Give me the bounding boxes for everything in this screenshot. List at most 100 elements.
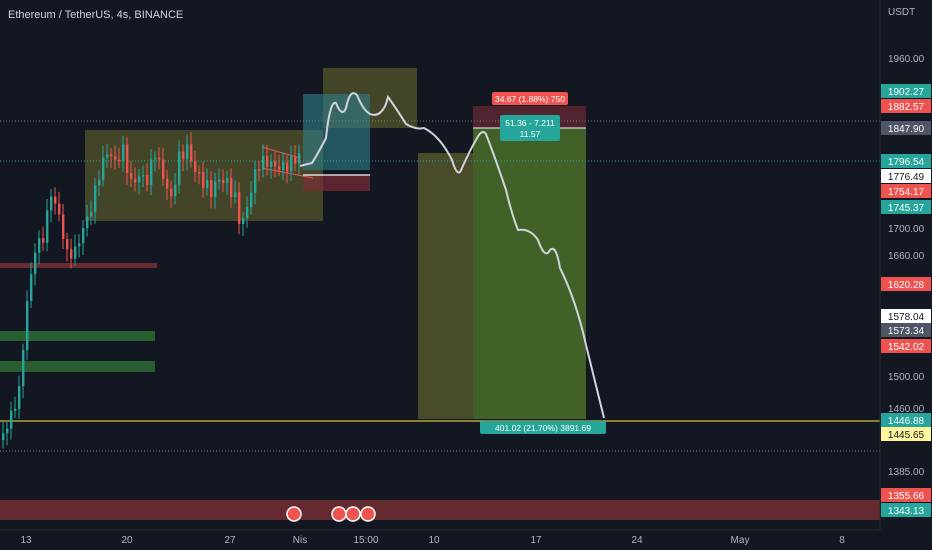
price-tag: 1745.37 — [888, 203, 925, 214]
y-tick-label: 1700.00 — [888, 224, 925, 235]
candle-body — [146, 175, 149, 185]
candle-body — [98, 179, 101, 186]
candle-body — [254, 169, 257, 193]
candle-body — [50, 196, 53, 211]
candle-body — [282, 162, 285, 170]
flag-icon[interactable] — [331, 506, 347, 522]
target-label: 401.02 (21.70%) 3891.69 — [495, 423, 591, 433]
price-tags: 1902.27 1882.57 1847.90 1796.54 1776.49 1754.… — [881, 84, 931, 517]
price-tag: 1796.54 — [888, 157, 925, 168]
price-tag-bg — [881, 154, 931, 168]
price-tag: 1847.90 — [888, 124, 925, 135]
x-tick-label: 10 — [428, 535, 440, 546]
candle-body — [62, 214, 65, 240]
candle-body — [138, 176, 141, 183]
price-tag-bg — [881, 121, 931, 135]
candle-body — [290, 156, 293, 172]
candle-body — [142, 175, 145, 177]
candle-body — [214, 181, 217, 198]
candle-body — [102, 157, 105, 180]
y-tick-label: 1960.00 — [888, 54, 925, 65]
price-tag-bg — [881, 488, 931, 502]
candle-body — [114, 156, 117, 160]
time-axis[interactable] — [0, 530, 880, 550]
candle-body — [122, 144, 125, 161]
candle-body — [118, 159, 121, 162]
y-ticks: 1960.00 1700.00 1660.00 1500.00 1460.00 1385.… — [888, 54, 925, 478]
target-label-bg — [480, 421, 606, 434]
y-tick-label: 1385.00 — [888, 467, 925, 478]
candle-body — [218, 179, 221, 182]
candle-body — [182, 151, 185, 160]
candle-body — [86, 216, 89, 229]
price-tag-bg — [881, 200, 931, 214]
candle-body — [130, 173, 133, 179]
target-zone-left — [418, 153, 473, 419]
candle-body — [2, 433, 5, 440]
x-tick-label: May — [731, 535, 750, 546]
entry-label-bg — [500, 115, 560, 141]
price-tag: 1620.28 — [888, 280, 925, 291]
chart-title: Ethereum / TetherUS, 4s, BINANCE — [8, 9, 183, 21]
candle-body — [274, 161, 277, 167]
price-tag: 1776.49 — [888, 172, 925, 183]
candle-body — [74, 246, 77, 259]
candle-body — [6, 428, 9, 434]
price-tag: 1573.34 — [888, 326, 925, 337]
price-tag-bg — [881, 169, 931, 183]
breakout-zone — [303, 94, 370, 170]
candle-body — [190, 144, 193, 162]
entry-label-line1: 51.36 - 7.211 — [505, 118, 555, 128]
price-tag: 1754.17 — [888, 187, 925, 198]
price-tag-bg — [881, 99, 931, 113]
candles-layer — [2, 132, 301, 449]
candle-body — [94, 185, 97, 212]
price-tag-bg — [881, 277, 931, 291]
candle-body — [82, 228, 85, 244]
candle-body — [174, 184, 177, 197]
x-tick-label: 17 — [530, 535, 542, 546]
candle-body — [298, 153, 301, 164]
price-tag: 1446.88 — [888, 416, 925, 427]
candle-body — [126, 144, 129, 174]
bottom-zone — [0, 500, 880, 520]
candle-body — [90, 211, 93, 217]
y-tick-label: 1460.00 — [888, 404, 925, 415]
candle-body — [270, 161, 273, 167]
currency-label: USDT — [888, 7, 915, 18]
zones-layer — [0, 68, 880, 520]
candle-body — [246, 207, 249, 219]
y-tick-label: 1500.00 — [888, 372, 925, 383]
candle-body — [194, 161, 197, 173]
candle-body — [26, 300, 29, 350]
flag-icon[interactable] — [286, 506, 302, 522]
wedge-upper — [261, 146, 301, 159]
risk-label: 34.67 (1.88%) 750 — [495, 94, 565, 104]
price-tag-bg — [881, 427, 931, 441]
candle-body — [262, 155, 265, 170]
breakout-stop-zone — [303, 176, 370, 191]
x-tick-label: 24 — [631, 535, 643, 546]
flag-icon[interactable] — [360, 506, 376, 522]
price-tag: 1343.13 — [888, 506, 925, 517]
candle-body — [38, 238, 41, 253]
target-zone-right — [473, 128, 586, 419]
candle-body — [258, 169, 261, 171]
candle-body — [42, 238, 45, 243]
risk-label-bg — [492, 92, 568, 105]
event-flags[interactable] — [286, 506, 376, 522]
candle-body — [234, 192, 237, 198]
candle-body — [222, 179, 225, 183]
candle-body — [18, 386, 21, 409]
flag-icon[interactable] — [345, 506, 361, 522]
price-tag: 1445.65 — [888, 430, 925, 441]
support-zone-1 — [0, 331, 155, 341]
candle-body — [54, 196, 57, 204]
candle-body — [294, 156, 297, 164]
x-tick-label: 20 — [121, 535, 133, 546]
candle-body — [22, 349, 25, 387]
candle-body — [70, 249, 73, 259]
candle-body — [178, 151, 181, 185]
candle-body — [66, 239, 69, 250]
